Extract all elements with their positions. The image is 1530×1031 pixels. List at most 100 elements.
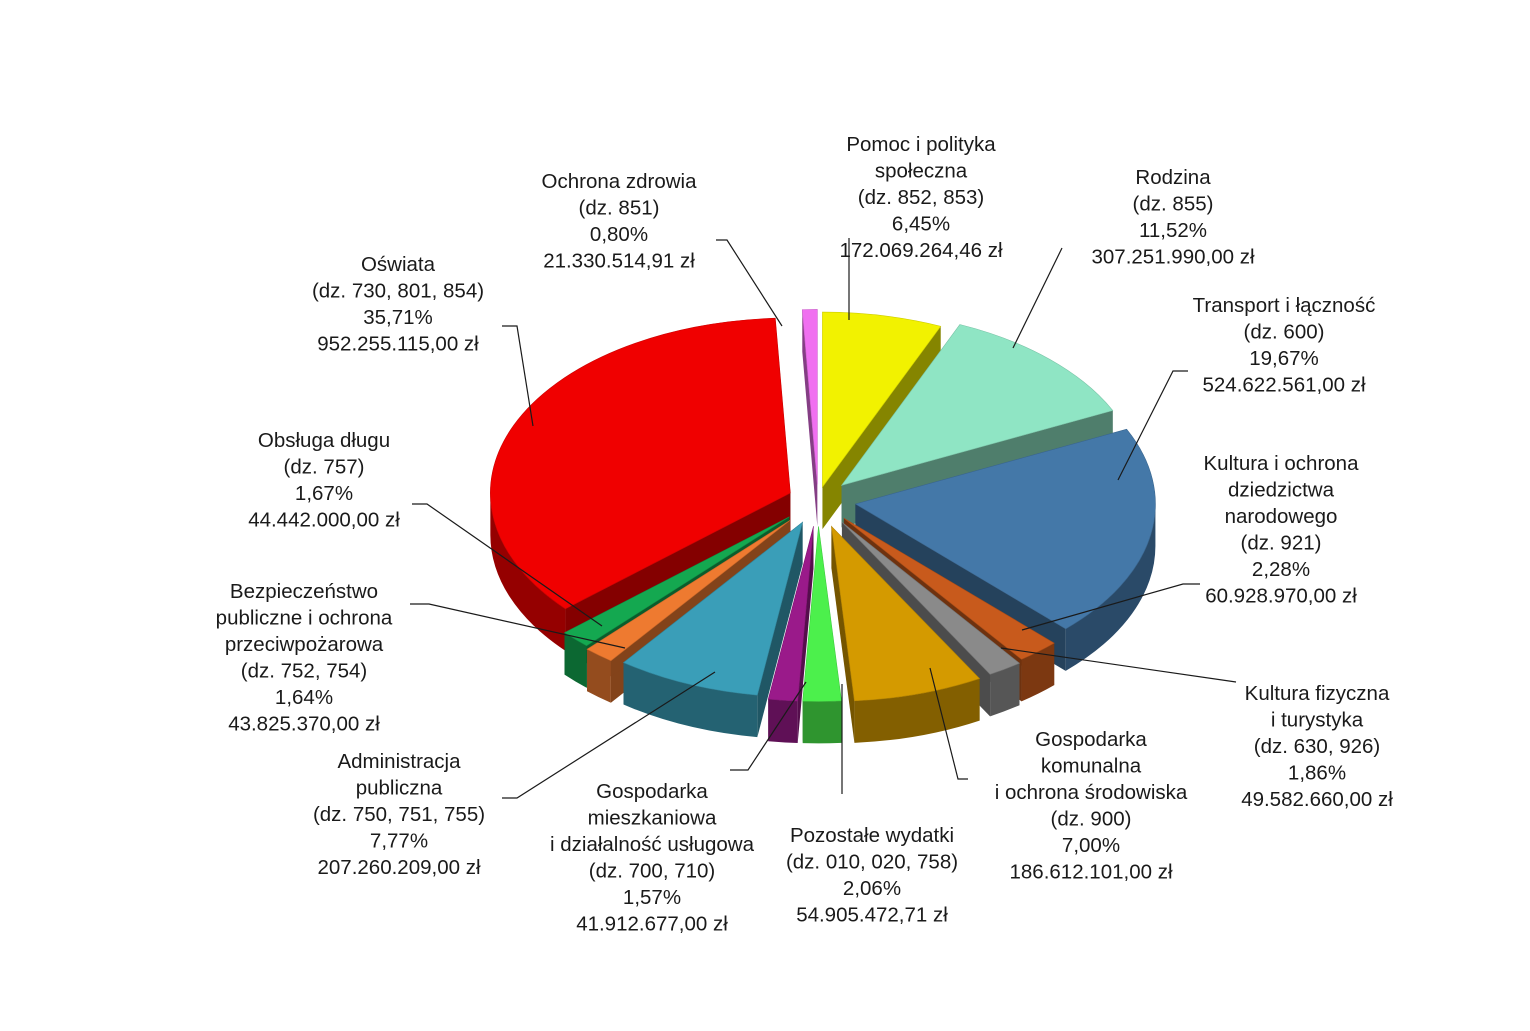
leader-line-administracja-publiczna — [502, 671, 716, 799]
label-line: Transport i łączność — [1193, 294, 1376, 317]
slice-edge-administracja-publiczna-0 — [623, 662, 758, 738]
label-line: 1,67% — [295, 482, 353, 505]
label-line: 0,80% — [590, 223, 648, 246]
label-line: 44.442.000,00 zł — [248, 509, 400, 532]
label-line: Pomoc i polityka — [846, 133, 996, 156]
slice-wall-bezpieczenstwo-publiczne-i-ochrona-przeciwpozarowa-1 — [587, 520, 790, 692]
slice-edge-gospodarka-mieszkaniowa-i-dzialalnosc-uslugowa-0 — [768, 699, 798, 744]
label-line: (dz. 730, 801, 854) — [312, 280, 484, 303]
slice-edge-kultura-fizyczna-i-turystyka-0 — [990, 663, 1020, 717]
slice-rodzina — [840, 324, 1114, 486]
leader-line-ochrona-zdrowia — [716, 239, 783, 327]
label-line: Bezpieczeństwo — [230, 580, 378, 603]
label-rodzina: Rodzina (dz. 855) 11,52% 307.251.990,00 zł — [1092, 166, 1255, 269]
slice-edge-transport-i-lacznosc-0 — [1065, 503, 1156, 671]
label-line: 60.928.970,00 zł — [1205, 585, 1357, 608]
label-kultura-fizyczna-i-turystyka: Kultura fizyczna i turystyka (dz. 630, 926… — [1241, 682, 1393, 811]
label-line: Kultura i ochrona — [1204, 452, 1360, 475]
label-line: 43.825.370,00 zł — [228, 713, 380, 736]
label-line: 11,52% — [1139, 219, 1207, 242]
slice-edge-bezpieczenstwo-publiczne-i-ochrona-przeciwpozarowa-0 — [587, 649, 611, 703]
leader-line-kultura-fizyczna-i-turystyka — [1000, 647, 1237, 683]
leader-line-transport-i-lacznosc — [1117, 370, 1188, 481]
label-line: Kultura fizyczna — [1245, 682, 1390, 705]
slice-edge-oswiata-0 — [490, 493, 566, 651]
leader-line-gospodarka-mieszkaniowa-i-dzialalnosc-uslugowa — [730, 681, 807, 771]
slice-edge-obsluga-dlugu-0 — [564, 632, 587, 688]
slice-bezpieczenstwo-publiczne-i-ochrona-przeciwpozarowa — [586, 520, 791, 662]
label-gospodarka-komunalna-i-ochrona-srodowiska: Gospodarka komunalna i ochrona środowiska (… — [995, 728, 1188, 884]
label-line: 41.912.677,00 zł — [576, 913, 728, 936]
slice-transport-i-lacznosc — [854, 428, 1156, 630]
leader-line-kultura-i-ochrona-dziedzictwa-narodowego — [1021, 583, 1200, 631]
label-line: Ochrona zdrowia — [542, 170, 698, 193]
label-pozostale-wydatki: Pozostałe wydatki (dz. 010, 020, 758) 2,06… — [786, 824, 958, 927]
slice-edge-kultura-i-ochrona-dziedzictwa-narodowego-0 — [1021, 643, 1055, 702]
label-line: 207.260.209,00 zł — [318, 856, 481, 879]
slice-administracja-publiczna — [622, 521, 804, 696]
label-line: publiczna — [356, 777, 443, 800]
label-line: (dz. 852, 853) — [858, 186, 985, 209]
slice-pomoc-i-polityka-spoleczna — [822, 311, 942, 488]
label-line: Obsługa długu — [258, 429, 390, 452]
label-line: (dz. 630, 926) — [1254, 735, 1381, 758]
label-line: Rodzina — [1135, 166, 1211, 189]
label-line: (dz. 900) — [1051, 808, 1132, 831]
slice-kultura-i-ochrona-dziedzictwa-narodowego — [843, 518, 1055, 660]
leader-lines-group — [410, 238, 1237, 799]
leader-line-rodzina — [1012, 247, 1063, 349]
slice-side-ochrona-zdrowia — [802, 309, 818, 527]
label-gospodarka-mieszkaniowa-i-dzialalnosc-uslugowa: Gospodarka mieszkaniowa i działalność usłu… — [550, 780, 755, 936]
slice-gospodarka-mieszkaniowa-i-dzialalnosc-uslugowa — [767, 526, 814, 702]
label-line: publiczne i ochrona — [216, 607, 393, 630]
label-line: (dz. 750, 751, 755) — [313, 803, 485, 826]
slice-edge-pozostale-wydatki-0 — [802, 700, 842, 744]
label-pomoc-i-polityka-spoleczna: Pomoc i polityka społeczna (dz. 852, 853) 6… — [840, 133, 1003, 262]
label-obsluga-dlugu: Obsługa długu (dz. 757) 1,67% 44.442.000,00… — [248, 429, 400, 532]
label-line: 1,57% — [623, 886, 681, 909]
label-line: i turystyka — [1271, 709, 1364, 732]
label-kultura-i-ochrona-dziedzictwa-narodowego: Kultura i ochrona dziedzictwa narodowego (d… — [1204, 452, 1360, 608]
label-administracja-publiczna: Administracja publiczna (dz. 750, 751, 755… — [313, 750, 485, 879]
label-line: dziedzictwa — [1228, 479, 1335, 502]
slice-kultura-fizyczna-i-turystyka — [841, 521, 1021, 675]
label-line: Oświata — [361, 253, 436, 276]
label-line: (dz. 851) — [579, 197, 660, 220]
slice-gospodarka-komunalna-i-ochrona-srodowiska — [831, 525, 981, 702]
label-bezpieczenstwo-publiczne-i-ochrona-przeciwpozarowa: Bezpieczeństwo publiczne i ochrona przeciw… — [216, 580, 393, 736]
slice-wall-ochrona-zdrowia-0 — [802, 309, 818, 527]
label-line: komunalna — [1041, 755, 1142, 778]
label-line: 186.612.101,00 zł — [1010, 861, 1173, 884]
slice-wall-administracja-publiczna-0 — [757, 522, 803, 738]
label-line: 952.255.115,00 zł — [317, 333, 479, 356]
label-line: Gospodarka — [1035, 728, 1147, 751]
label-transport-i-lacznosc: Transport i łączność (dz. 600) 19,67% 524.6… — [1193, 294, 1376, 397]
label-line: (dz. 921) — [1241, 532, 1322, 555]
label-line: 21.330.514,91 zł — [543, 250, 695, 273]
label-line: (dz. 010, 020, 758) — [786, 851, 958, 874]
label-line: społeczna — [875, 160, 968, 183]
leader-line-bezpieczenstwo-publiczne-i-ochrona-przeciwpozarowa — [410, 603, 626, 649]
label-line: 49.582.660,00 zł — [1241, 788, 1393, 811]
slice-oswiata — [490, 317, 791, 610]
label-line: 1,86% — [1288, 762, 1346, 785]
label-line: 7,77% — [370, 830, 428, 853]
label-line: i działalność usługowa — [550, 833, 755, 856]
slice-tops-group — [490, 309, 1156, 702]
label-ochrona-zdrowia: Ochrona zdrowia (dz. 851) 0,80% 21.330.514,… — [542, 170, 698, 273]
label-line: i ochrona środowiska — [995, 781, 1188, 804]
label-line: 2,28% — [1252, 558, 1310, 581]
label-line: 19,67% — [1249, 347, 1319, 370]
label-line: 524.622.561,00 zł — [1203, 374, 1366, 397]
leader-line-oswiata — [502, 325, 534, 427]
label-line: 6,45% — [892, 213, 950, 236]
label-line: 7,00% — [1062, 834, 1120, 857]
label-oswiata: Oświata (dz. 730, 801, 854) 35,71% 952.255.… — [312, 253, 484, 356]
leader-line-gospodarka-komunalna-i-ochrona-srodowiska — [929, 667, 968, 780]
label-line: Gospodarka — [596, 780, 708, 803]
label-line: 307.251.990,00 zł — [1092, 246, 1255, 269]
label-line: (dz. 855) — [1133, 193, 1214, 216]
label-line: przeciwpożarowa — [225, 633, 384, 656]
label-line: 54.905.472,71 zł — [796, 904, 948, 927]
